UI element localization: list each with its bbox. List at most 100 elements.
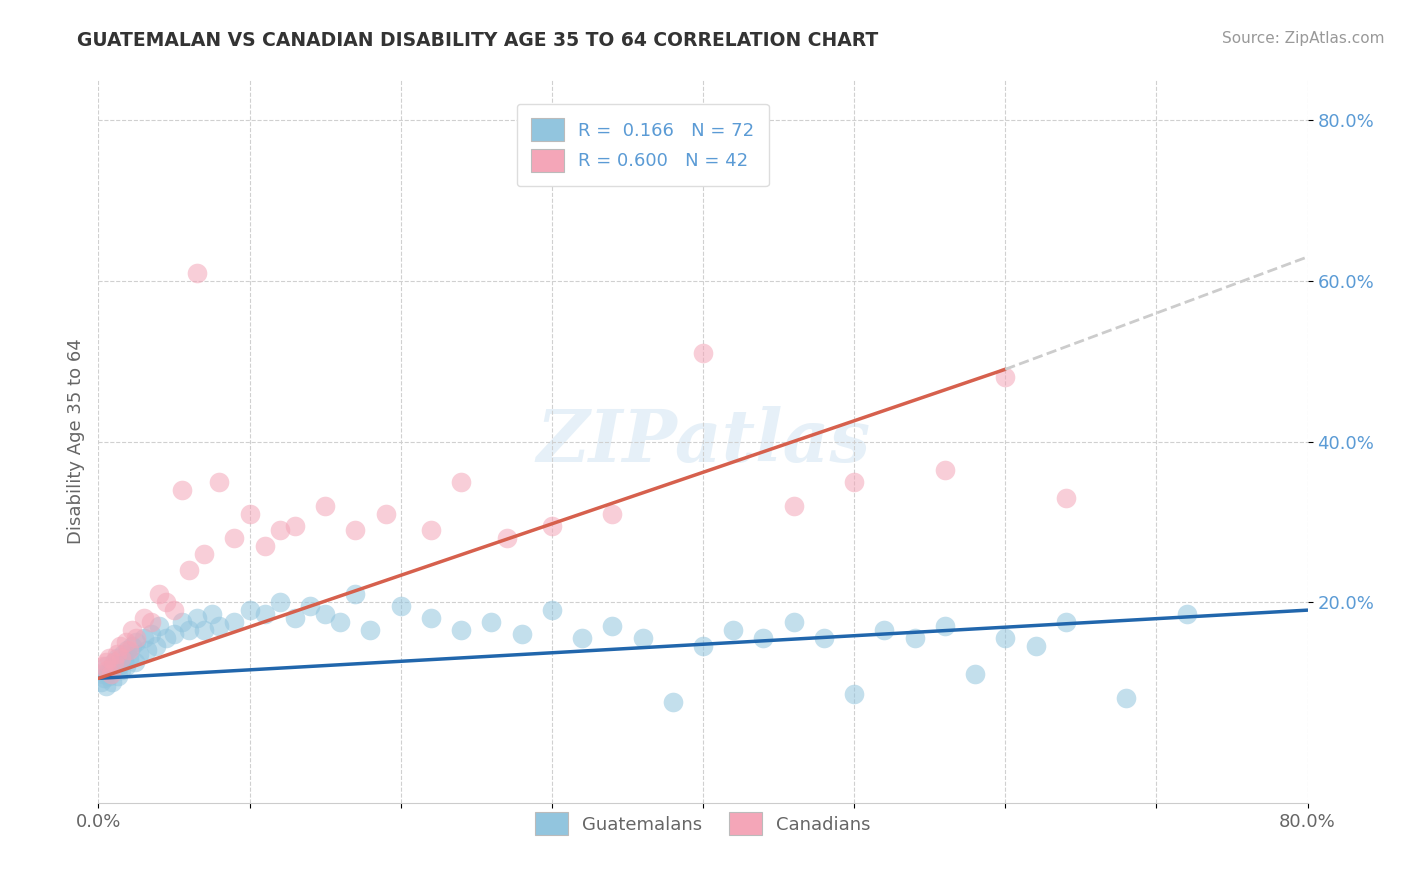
- Point: [314, 499, 336, 513]
- Point: [111, 648, 134, 662]
- Point: [783, 615, 806, 630]
- Point: [125, 632, 148, 646]
- Point: [844, 475, 866, 489]
- Point: [934, 619, 956, 633]
- Point: [101, 675, 124, 690]
- Point: [163, 603, 186, 617]
- Point: [163, 627, 186, 641]
- Point: [179, 623, 201, 637]
- Point: [124, 655, 146, 669]
- Point: [94, 655, 117, 669]
- Point: [934, 462, 956, 476]
- Point: [783, 499, 806, 513]
- Point: [132, 632, 155, 646]
- Point: [661, 696, 683, 710]
- Point: [1024, 639, 1046, 653]
- Point: [1054, 491, 1077, 505]
- Point: [100, 664, 122, 678]
- Point: [114, 659, 136, 673]
- Point: [495, 531, 517, 545]
- Point: [510, 627, 533, 641]
- Point: [692, 346, 714, 360]
- Point: [121, 623, 143, 637]
- Point: [269, 523, 291, 537]
- Point: [100, 667, 122, 681]
- Point: [284, 611, 307, 625]
- Point: [103, 655, 125, 669]
- Point: [170, 615, 193, 630]
- Point: [155, 595, 177, 609]
- Point: [329, 615, 352, 630]
- Point: [103, 655, 125, 669]
- Point: [118, 651, 141, 665]
- Point: [110, 651, 132, 665]
- Point: [94, 659, 117, 673]
- Point: [115, 643, 138, 657]
- Point: [91, 659, 114, 673]
- Point: [201, 607, 224, 621]
- Point: [208, 475, 231, 489]
- Point: [1115, 691, 1137, 706]
- Point: [141, 627, 163, 641]
- Point: [105, 648, 128, 662]
- Point: [873, 623, 896, 637]
- Point: [94, 680, 117, 694]
- Point: [571, 632, 593, 646]
- Point: [148, 619, 170, 633]
- Point: [93, 671, 115, 685]
- Point: [208, 619, 231, 633]
- Point: [450, 623, 472, 637]
- Point: [224, 615, 246, 630]
- Point: [118, 643, 141, 657]
- Point: [602, 619, 624, 633]
- Point: [1054, 615, 1077, 630]
- Point: [132, 611, 155, 625]
- Point: [344, 587, 367, 601]
- Point: [121, 639, 143, 653]
- Point: [481, 615, 503, 630]
- Point: [344, 523, 367, 537]
- Point: [420, 523, 443, 537]
- Point: [108, 657, 131, 672]
- Point: [314, 607, 336, 621]
- Legend: Guatemalans, Canadians: Guatemalans, Canadians: [526, 803, 880, 845]
- Point: [239, 507, 262, 521]
- Text: ZIPatlas: ZIPatlas: [536, 406, 870, 477]
- Y-axis label: Disability Age 35 to 64: Disability Age 35 to 64: [66, 339, 84, 544]
- Point: [420, 611, 443, 625]
- Point: [965, 667, 987, 681]
- Point: [110, 664, 132, 678]
- Point: [253, 539, 276, 553]
- Point: [128, 648, 150, 662]
- Point: [284, 518, 307, 533]
- Point: [155, 632, 177, 646]
- Text: GUATEMALAN VS CANADIAN DISABILITY AGE 35 TO 64 CORRELATION CHART: GUATEMALAN VS CANADIAN DISABILITY AGE 35…: [77, 31, 879, 50]
- Point: [752, 632, 775, 646]
- Point: [145, 639, 167, 653]
- Point: [253, 607, 276, 621]
- Point: [91, 667, 114, 681]
- Point: [98, 669, 121, 683]
- Point: [114, 635, 136, 649]
- Point: [540, 518, 562, 533]
- Point: [389, 599, 412, 614]
- Point: [108, 639, 131, 653]
- Point: [141, 615, 163, 630]
- Point: [450, 475, 472, 489]
- Point: [135, 643, 157, 657]
- Point: [112, 653, 135, 667]
- Point: [103, 661, 125, 675]
- Point: [269, 595, 291, 609]
- Point: [602, 507, 624, 521]
- Point: [540, 603, 562, 617]
- Point: [692, 639, 714, 653]
- Point: [96, 664, 118, 678]
- Point: [193, 623, 215, 637]
- Point: [105, 651, 128, 665]
- Point: [186, 611, 208, 625]
- Point: [994, 632, 1017, 646]
- Point: [1175, 607, 1198, 621]
- Point: [813, 632, 835, 646]
- Point: [844, 687, 866, 701]
- Point: [723, 623, 745, 637]
